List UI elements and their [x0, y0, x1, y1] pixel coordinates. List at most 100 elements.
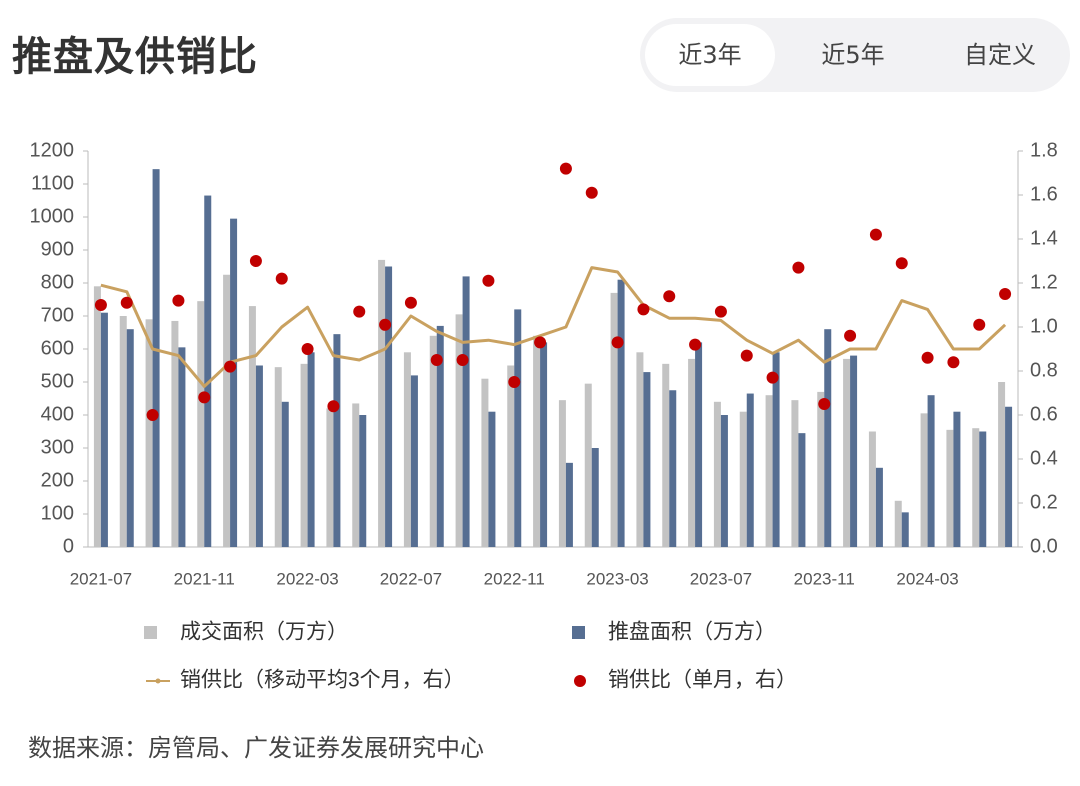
bar: [171, 320, 179, 547]
bar: [378, 259, 386, 547]
bar: [119, 316, 127, 547]
bar: [695, 342, 703, 547]
bar: [385, 266, 393, 547]
bar: [746, 393, 754, 547]
bar: [514, 309, 522, 547]
y2-tick-label: 0.2: [1030, 491, 1058, 513]
y-tick-label: 400: [41, 403, 74, 425]
dot: [456, 354, 469, 366]
x-tick-label: 2024-03: [896, 569, 958, 588]
y-tick-label: 500: [41, 370, 74, 392]
x-tick-label: 2022-11: [484, 569, 545, 588]
bar: [255, 365, 263, 547]
y-tick-label: 100: [41, 502, 74, 524]
dot: [999, 288, 1012, 300]
dot: [895, 257, 908, 270]
bar: [817, 391, 825, 547]
bar: [436, 325, 444, 547]
x-tick-label: 2021-11: [174, 569, 235, 588]
chart: 0 100 200 300 400 500 600 700 800 900 1000 1100 1200…: [30, 139, 1058, 692]
x-tick-label: 2023-07: [690, 569, 752, 588]
bar: [230, 218, 238, 547]
dot: [146, 409, 159, 421]
bar: [669, 390, 677, 547]
bar: [152, 169, 160, 547]
bar: [850, 355, 858, 547]
bar: [953, 411, 961, 547]
bar: [403, 352, 411, 547]
dot: [740, 349, 753, 362]
bar: [765, 395, 773, 547]
dot: [559, 162, 572, 175]
y-tick-label: 600: [41, 337, 74, 359]
bar: [688, 358, 696, 547]
page-title: 推盘及供销比: [12, 34, 258, 80]
y2-tick-label: 0.8: [1030, 359, 1058, 381]
bar: [894, 500, 902, 547]
bar: [946, 429, 954, 547]
bar: [462, 276, 470, 547]
dot: [792, 261, 805, 274]
y-tick-label: 700: [41, 304, 74, 326]
dot: [430, 354, 443, 366]
y2-tick-label: 1.2: [1030, 271, 1058, 293]
bar: [333, 334, 341, 547]
bar: [145, 319, 153, 547]
dot: [327, 400, 340, 413]
legend-swatch: [144, 626, 157, 639]
bar: [565, 462, 573, 547]
dot: [689, 338, 702, 351]
bar: [359, 415, 367, 547]
bar: [643, 372, 651, 547]
line: [100, 266, 1007, 388]
bar: [617, 279, 625, 547]
dot: [120, 296, 133, 309]
tab-bar: 近3年 近5年 自定义: [640, 18, 1070, 92]
dot: [224, 360, 237, 373]
dot: [611, 336, 624, 349]
bar: [93, 286, 101, 547]
y-tick-label: 1100: [31, 172, 74, 194]
bar: [584, 383, 592, 547]
tab[interactable]: 近5年: [821, 41, 885, 69]
legend-label: 销供比（移动平均3个月，右）: [180, 669, 465, 692]
dot: [869, 228, 882, 241]
tab[interactable]: 近3年: [645, 24, 775, 86]
bar: [739, 411, 747, 547]
bar: [791, 400, 799, 547]
dot: [249, 255, 262, 267]
bar: [178, 347, 186, 547]
tab[interactable]: 自定义: [964, 41, 1036, 69]
bar: [610, 292, 618, 547]
dot: [637, 303, 650, 316]
bar: [204, 195, 212, 548]
dot: [379, 318, 392, 331]
dot: [353, 305, 366, 318]
dot: [198, 391, 211, 404]
bar: [248, 306, 256, 547]
y-tick-label: 300: [41, 436, 74, 458]
bar: [901, 512, 909, 547]
bar: [281, 401, 289, 547]
y2-tick-label: 0.0: [1030, 535, 1058, 557]
x-tick-label: 2023-11: [794, 569, 855, 588]
bar: [507, 365, 515, 547]
dot: [714, 305, 727, 318]
dot: [404, 296, 417, 309]
bar: [300, 363, 308, 547]
dot: [818, 398, 831, 410]
dot: [585, 186, 598, 199]
dot: [973, 318, 986, 331]
dot: [275, 272, 288, 285]
y2-tick-label: 1.6: [1030, 183, 1058, 205]
bar: [798, 433, 806, 547]
legend-swatch: [574, 675, 586, 687]
y-tick-label: 1200: [30, 139, 75, 161]
y2-tick-label: 0.6: [1030, 403, 1058, 425]
bar: [455, 314, 463, 547]
x-tick-label: 2023-03: [586, 569, 648, 588]
bar: [824, 329, 832, 547]
bar: [410, 375, 418, 547]
legend-swatch: [572, 626, 585, 639]
dot: [947, 356, 960, 369]
